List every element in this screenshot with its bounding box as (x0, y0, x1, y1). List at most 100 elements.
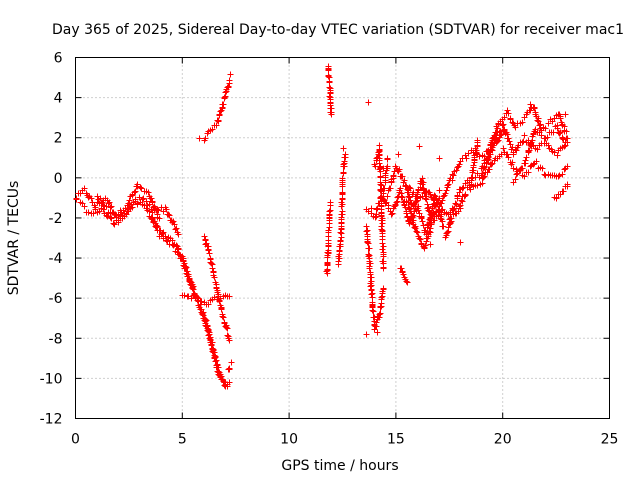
data-point-432 (228, 359, 235, 366)
data-point-427 (226, 77, 233, 84)
data-point-1078 (444, 229, 451, 236)
data-point-916 (406, 205, 413, 212)
data-point-658 (365, 99, 372, 106)
data-point-949 (431, 217, 438, 224)
data-point-1184 (480, 165, 487, 172)
data-point-765 (406, 220, 413, 227)
data-point-954 (406, 184, 413, 191)
data-point-1238 (545, 142, 552, 149)
data-point-1372 (134, 181, 141, 188)
data-point-1374 (227, 71, 234, 78)
data-point-1213 (506, 138, 513, 145)
data-point-323 (181, 292, 188, 299)
data-point-650 (382, 170, 389, 177)
data-point-76 (110, 220, 117, 227)
data-point-132 (148, 206, 155, 213)
data-point-910 (403, 278, 410, 285)
data-point-1153 (510, 165, 517, 172)
data-point-484 (326, 93, 333, 100)
data-point-1380 (374, 329, 381, 336)
data-point-1356 (556, 130, 563, 137)
data-point-568 (367, 260, 374, 267)
data-point-1178 (559, 171, 566, 178)
data-point-239 (226, 379, 233, 386)
data-point-481 (326, 84, 333, 91)
data-point-73 (104, 213, 111, 220)
y-tick-label-2: -8 (49, 331, 63, 347)
data-point-987 (445, 181, 452, 188)
data-point-39 (132, 188, 139, 195)
data-point-1387 (436, 187, 443, 194)
data-point-1111 (470, 164, 477, 171)
data-point-311 (214, 361, 221, 368)
data-point-1163 (530, 161, 537, 168)
data-point-476 (325, 73, 332, 80)
y-tick-label-1: -10 (40, 371, 63, 387)
x-axis-label: GPS time / hours (281, 458, 398, 474)
data-point-1247 (561, 143, 568, 150)
data-point-1258 (493, 129, 500, 136)
data-point-1165 (533, 158, 540, 165)
data-point-738 (389, 210, 396, 217)
y-tick-label-7: 2 (54, 131, 63, 147)
data-point-353 (205, 247, 212, 254)
data-point-127 (139, 196, 146, 203)
data-point-469 (327, 199, 334, 206)
data-point-541 (340, 169, 347, 176)
data-point-361 (209, 265, 216, 272)
data-point-1371 (156, 233, 163, 240)
data-point-250 (169, 241, 176, 248)
y-tick-label-8: 4 (54, 91, 63, 107)
data-point-465 (326, 208, 333, 215)
data-point-292 (204, 327, 211, 334)
data-point-20 (106, 199, 113, 206)
data-point-420 (222, 89, 229, 96)
data-point-376 (215, 293, 222, 300)
data-point-385 (219, 313, 226, 320)
data-point-418 (221, 94, 228, 101)
data-point-1052 (459, 185, 466, 192)
data-point-114 (113, 212, 120, 219)
data-point-924 (411, 224, 418, 231)
data-point-986 (444, 182, 451, 189)
x-tick-label-2: 10 (280, 432, 298, 448)
data-point-1136 (486, 166, 493, 173)
data-point-1324 (519, 165, 526, 172)
data-point-633 (374, 205, 381, 212)
data-point-1277 (519, 119, 526, 126)
data-point-654 (384, 163, 391, 170)
data-point-63 (85, 209, 92, 216)
data-point-509 (337, 229, 344, 236)
data-point-1389 (527, 101, 534, 108)
data-point-927 (413, 228, 420, 235)
x-tick-label-1: 5 (178, 432, 187, 448)
data-point-844 (401, 177, 408, 184)
data-point-1202 (497, 128, 504, 135)
data-point-1376 (325, 65, 332, 72)
data-point-1085 (448, 215, 455, 222)
y-tick-label-0: -12 (40, 412, 63, 428)
data-point-1190 (485, 153, 492, 160)
data-point-392 (224, 325, 231, 332)
data-point-61 (81, 203, 88, 210)
data-point-1203 (499, 122, 506, 129)
data-point-344 (226, 293, 233, 300)
x-tick-label-3: 15 (387, 432, 405, 448)
data-point-125 (134, 200, 141, 207)
data-point-718 (379, 246, 386, 253)
data-point-1211 (505, 135, 512, 142)
data-point-1092 (457, 202, 464, 209)
data-point-106 (99, 199, 106, 206)
data-point-261 (182, 263, 189, 270)
data-point-992 (450, 172, 457, 179)
data-point-148 (171, 221, 178, 228)
data-point-296 (206, 331, 213, 338)
data-point-77 (111, 221, 118, 228)
data-point-408 (215, 117, 222, 124)
data-point-971 (432, 202, 439, 209)
data-point-328 (192, 294, 199, 301)
data-point-416 (220, 101, 227, 108)
data-point-657 (384, 155, 391, 162)
data-point-262 (183, 264, 190, 271)
data-point-552 (363, 228, 370, 235)
